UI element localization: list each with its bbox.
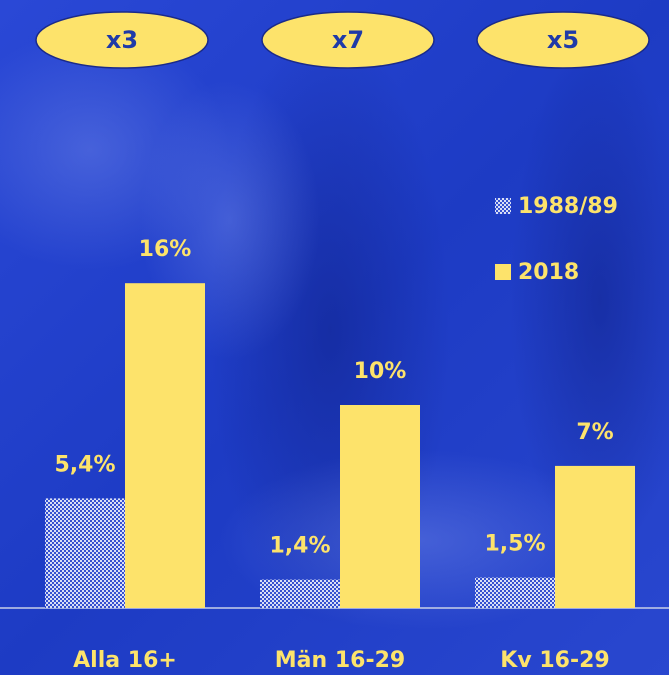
data-label: 16% (139, 237, 192, 262)
data-label: 10% (354, 359, 407, 384)
annotation: x7 (332, 26, 364, 54)
bar (45, 498, 125, 608)
bar (475, 578, 555, 608)
data-label: 5,4% (54, 452, 115, 477)
annotation: x5 (547, 26, 579, 54)
legend-swatch (495, 198, 511, 214)
page: Alla 16+ x3 5,4% 16% Män 16-29 x7 1,4% 10% Kv 16… (0, 0, 669, 675)
chart: Alla 16+ x3 5,4% 16% Män 16-29 x7 1,4% 10% Kv 16… (0, 0, 669, 675)
data-label: 1,4% (269, 534, 330, 559)
data-label: 1,5% (484, 532, 545, 557)
x-tick-label: Alla 16+ (73, 648, 177, 673)
annotation: x3 (106, 26, 138, 54)
x-tick-label: Män 16-29 (275, 648, 405, 673)
bar (555, 466, 635, 608)
bar (340, 405, 420, 608)
data-label: 7% (576, 420, 613, 445)
bar (125, 283, 205, 608)
legend-swatch (495, 264, 511, 280)
bar (260, 580, 340, 608)
legend-label: 2018 (518, 260, 579, 285)
legend-label: 1988/89 (518, 194, 618, 219)
x-tick-label: Kv 16-29 (500, 648, 609, 673)
